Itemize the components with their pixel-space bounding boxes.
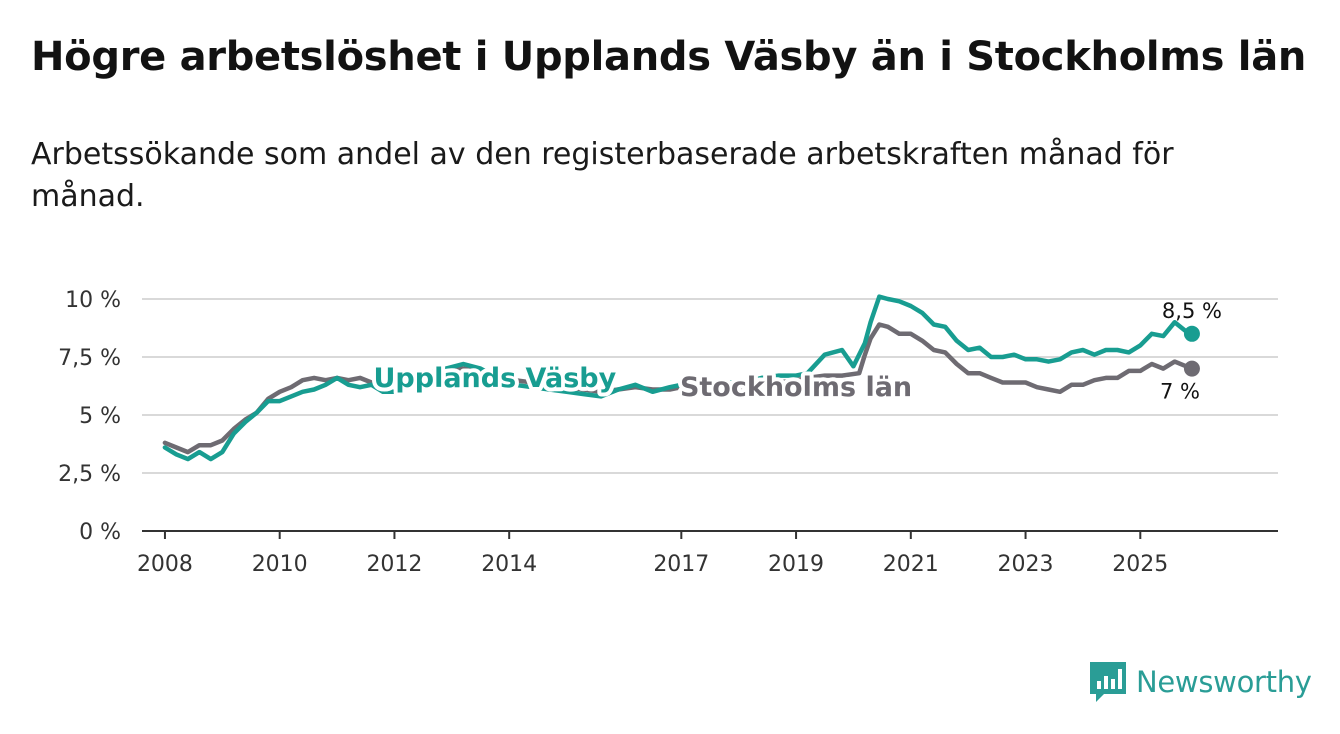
series-line-stockholms-lan bbox=[162, 322, 1195, 455]
y-tick-label: 0 % bbox=[79, 520, 121, 545]
y-axis-ticks: 0 % 2,5 % 5 % 7,5 % 10 % bbox=[58, 288, 121, 545]
x-tick-label: 2019 bbox=[768, 552, 824, 577]
y-tick-label: 2,5 % bbox=[58, 462, 121, 487]
line-annotations: Upplands Väsby Stockholms län bbox=[369, 359, 916, 407]
y-tick-label: 10 % bbox=[65, 288, 121, 313]
end-value-label: 7 % bbox=[1160, 380, 1200, 404]
x-tick-label: 2025 bbox=[1112, 552, 1168, 577]
y-tick-label: 5 % bbox=[79, 404, 121, 429]
end-point-upplands-vasby bbox=[1183, 325, 1200, 342]
x-tick-label: 2010 bbox=[252, 552, 308, 577]
x-tick-label: 2012 bbox=[366, 552, 422, 577]
annotation-label: Upplands Väsby bbox=[373, 363, 616, 394]
x-tick-label: 2017 bbox=[653, 552, 709, 577]
x-tick-label: 2021 bbox=[883, 552, 939, 577]
y-tick-label: 7,5 % bbox=[58, 346, 121, 371]
end-value-label: 8,5 % bbox=[1162, 299, 1222, 323]
series-line-upplands-vasby bbox=[162, 294, 1195, 462]
series-lines bbox=[162, 294, 1195, 462]
annotation-label: Stockholms län bbox=[680, 372, 912, 403]
x-tick-label: 2023 bbox=[998, 552, 1054, 577]
x-axis-ticks: 2008 2010 2012 2014 2017 2019 2021 2023 2025 bbox=[137, 531, 1168, 577]
brand-name: Newsworthy bbox=[1136, 665, 1312, 699]
x-tick-label: 2008 bbox=[137, 552, 193, 577]
chart-title: Högre arbetslöshet i Upplands Väsby än i… bbox=[31, 34, 1307, 80]
end-labels: 7 % 8,5 % bbox=[1160, 299, 1222, 404]
end-point-stockholms-lan bbox=[1183, 360, 1200, 377]
bar-chart-speech-bubble-icon bbox=[1090, 662, 1126, 702]
newsworthy-brand: Newsworthy bbox=[1088, 660, 1312, 704]
gridlines bbox=[142, 298, 1278, 474]
x-tick-label: 2014 bbox=[481, 552, 537, 577]
chart-subtitle: Arbetssökande som andel av den registerb… bbox=[31, 137, 1174, 214]
